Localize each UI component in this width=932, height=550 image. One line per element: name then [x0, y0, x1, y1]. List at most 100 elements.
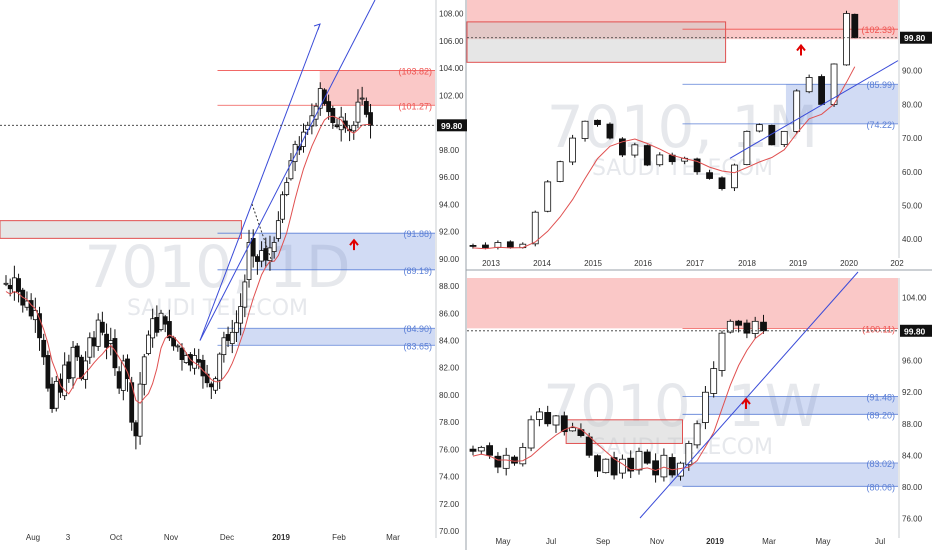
candle-body — [150, 318, 156, 339]
candle-body — [158, 312, 164, 331]
candle-body — [552, 415, 560, 426]
trend-line — [199, 0, 376, 341]
trend-line — [729, 60, 899, 159]
level-label-1: (85.99) — [866, 80, 895, 90]
level-label-4: (84.90) — [403, 324, 432, 334]
candle-body — [292, 143, 298, 163]
x-tick-label: Aug — [26, 533, 40, 542]
zone-supply — [467, 278, 898, 329]
candle-body — [560, 415, 568, 433]
candle-body — [793, 90, 801, 132]
candle-body — [74, 345, 80, 358]
candle-body — [171, 337, 177, 347]
y-tick-label: 74.00 — [439, 473, 460, 482]
candle-body — [238, 306, 244, 324]
candle-body — [635, 450, 643, 471]
candle-body — [259, 250, 264, 262]
y-tick-label: 82.00 — [439, 364, 460, 373]
candle-body — [162, 316, 168, 325]
candle-body — [45, 355, 51, 389]
candle-body — [87, 337, 93, 358]
candle-body — [606, 123, 614, 139]
time-axis: May Jul Sep Nov 2019 Mar May Jul — [495, 537, 885, 546]
candle-body — [502, 454, 510, 469]
candle-body — [631, 144, 639, 156]
candle-body — [805, 77, 813, 93]
level-label-1: (101.27) — [398, 101, 432, 111]
candle-body — [368, 112, 373, 126]
candle-body — [70, 346, 76, 379]
candle-body — [469, 448, 477, 452]
x-tick-label: Mar — [762, 537, 776, 546]
candle-body — [702, 391, 709, 423]
candle-body — [843, 13, 850, 66]
y-tick-label: 84.00 — [439, 337, 460, 346]
y-tick-label: 50.00 — [902, 201, 923, 210]
candle-body — [167, 321, 172, 339]
time-axis: Aug 3 Oct Nov Dec 2019 Feb Mar — [26, 533, 400, 542]
candle-body — [11, 277, 17, 293]
candle-body — [755, 124, 763, 132]
candle-body — [486, 445, 494, 456]
candle-body — [7, 284, 13, 290]
candle-body — [760, 321, 767, 332]
candle-body — [263, 248, 269, 261]
y-tick-label: 90.00 — [902, 67, 923, 76]
candle-body — [619, 458, 626, 474]
level-label-3: (83.02) — [866, 459, 895, 469]
candle-body — [275, 220, 281, 239]
candle-body — [280, 194, 285, 220]
x-tick-label: 2019 — [789, 259, 807, 268]
x-tick-label: Jul — [546, 537, 556, 546]
level-label-2: (89.20) — [866, 410, 895, 420]
y-tick-label: 76.00 — [902, 514, 923, 523]
level-label-0: (100.11) — [862, 324, 895, 334]
candle-body — [254, 256, 260, 262]
time-axis: 2013 2014 2015 2016 2017 2018 2019 2020 202 — [482, 259, 904, 268]
moving-average-line — [472, 331, 764, 472]
candle-body — [62, 364, 68, 397]
candle-body — [250, 238, 256, 257]
x-tick-label: 2014 — [533, 259, 551, 268]
candle-body — [41, 339, 47, 358]
candle-body — [217, 353, 223, 381]
candle-body — [718, 177, 726, 190]
moving-average-line — [5, 115, 371, 404]
candle-body — [129, 382, 135, 423]
y-tick-label: 98.00 — [439, 146, 460, 155]
candle-body — [309, 115, 315, 127]
level-label-3: (89.19) — [403, 266, 432, 276]
candle-body — [556, 161, 564, 182]
candle-body — [53, 380, 59, 409]
y-tick-label: 106.00 — [439, 37, 464, 46]
candle-body — [602, 458, 610, 474]
last-price-label: 99.80 — [904, 326, 926, 336]
x-tick-label: Oct — [110, 533, 123, 542]
level-label-2: (74.22) — [866, 120, 895, 130]
candle-body — [544, 412, 552, 425]
candle-body — [477, 446, 485, 452]
candle-body — [818, 76, 825, 105]
candle-body — [751, 320, 759, 334]
price-axis: 100.0090.0080.0070.0060.0050.0040.0099.8… — [898, 0, 932, 258]
y-tick-label: 92.00 — [439, 228, 460, 237]
y-tick-label: 70.00 — [439, 527, 460, 536]
y-tick-label: 78.00 — [439, 418, 460, 427]
candle-body — [731, 164, 738, 189]
candle-body — [594, 455, 601, 472]
candle-body — [229, 331, 235, 345]
x-tick-label: 2019 — [706, 537, 724, 546]
level-label-5: (83.65) — [403, 341, 432, 351]
candle-body — [359, 97, 365, 100]
candle-body — [66, 361, 72, 380]
candle-body — [342, 120, 348, 129]
last-price-label: 99.80 — [904, 33, 926, 43]
candle-body — [527, 419, 535, 449]
price-axis: 108.00106.00104.00102.00100.0098.0096.00… — [435, 0, 467, 538]
zone-demand-1 — [258, 233, 435, 270]
candle-body — [288, 160, 294, 180]
candle-body — [569, 427, 576, 432]
y-tick-label: 92.00 — [902, 388, 923, 397]
candle-body — [668, 457, 676, 476]
